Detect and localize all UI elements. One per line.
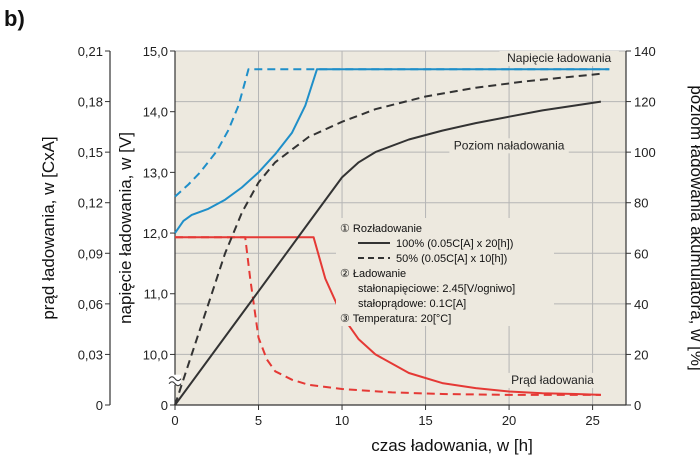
x-tick-label: 10: [335, 413, 349, 428]
current-axis: 0 0,03 0,06 0,09 0,12 0,15 0,18 0,21: [78, 44, 111, 413]
curve-label: Poziom naładowania: [454, 138, 565, 152]
charge-level-tick-label: 100: [634, 145, 656, 160]
charge-level-tick-label: 140: [634, 44, 656, 59]
curve-label: Prąd ładowania: [511, 373, 594, 387]
voltage-tick-label: 0: [161, 398, 168, 413]
current-tick-label: 0,06: [78, 297, 103, 312]
voltage-axis: 0 10,0 11,0 12,0 13,0 14,0 15,0: [143, 44, 182, 413]
current-tick-label: 0,18: [78, 95, 103, 110]
current-tick-label: 0,15: [78, 145, 103, 160]
x-tick-label: 0: [171, 413, 178, 428]
legend-note: stałoprądowe: 0.1C[A]: [358, 298, 466, 310]
charge-level-axis: 0 20 40 60 80 100 120 140: [625, 44, 656, 413]
voltage-tick-label: 11,0: [144, 287, 168, 302]
x-tick-label: 15: [418, 413, 432, 428]
curve-label-backdrop: [449, 138, 569, 154]
curve-label-backdrop: [499, 50, 619, 66]
x-tick-label: 5: [255, 413, 262, 428]
curve-label: Napięcie ładowania: [507, 51, 611, 65]
series-lines: [174, 68, 610, 406]
legend-entry: 100% (0.05C[A] x 20[h]): [396, 238, 513, 250]
axis-break-stroke: [168, 376, 182, 382]
voltage-tick-label: 10,0: [143, 347, 168, 362]
charge-level-tick-label: 60: [634, 246, 648, 261]
current-tick-label: 0: [96, 398, 103, 413]
current-axis-title: prąd ładowania, w [CxA]: [39, 136, 58, 319]
legend-heading: ③ Temperatura: 20[°C]: [340, 313, 451, 325]
panel-label: b): [4, 6, 25, 31]
voltage-dashed-series-line: [174, 68, 610, 198]
x-axis: 0 5 10 15 20 25: [171, 404, 626, 428]
current-tick-label: 0,03: [78, 347, 103, 362]
x-axis-title: czas ładowania, w [h]: [371, 436, 533, 455]
current-tick-label: 0,21: [78, 44, 103, 59]
charge-level-tick-label: 120: [634, 95, 656, 110]
legend: ① Rozładowanie 100% (0.05C[A] x 20[h]) 50%…: [336, 218, 554, 326]
legend-backdrop: [336, 218, 554, 326]
charge-level-tick-label: 40: [634, 297, 648, 312]
voltage-axis-title: napięcie ładowania, w [V]: [116, 132, 135, 324]
legend-heading: ② Ładowanie: [340, 268, 406, 280]
voltage-solid-series-line: [174, 68, 610, 234]
current-solid-series-line: [175, 236, 601, 396]
charge-level-axis-title: poziom ładowania akumulatora, w [%]: [687, 85, 700, 370]
curve-label-backdrop: [505, 372, 600, 388]
x-tick-label: 25: [585, 413, 599, 428]
legend-entry: 50% (0.05C[A] x 10[h]): [396, 253, 507, 265]
curve-labels: Napięcie ładowania Poziom naładowania Prąd…: [449, 50, 619, 388]
voltage-tick-label: 13,0: [143, 165, 168, 180]
current-dashed-series-line: [175, 236, 601, 396]
charge-level-solid-series-line: [174, 100, 602, 406]
axis-break-stroke: [168, 381, 182, 387]
charge-level-tick-label: 0: [634, 398, 641, 413]
voltage-tick-label: 14,0: [143, 105, 168, 120]
axis-break-mark: [168, 374, 182, 387]
current-tick-label: 0,12: [78, 196, 103, 211]
charge-level-tick-label: 80: [634, 196, 648, 211]
current-tick-label: 0,09: [78, 246, 103, 261]
voltage-tick-label: 12,0: [143, 226, 168, 241]
charge-level-dashed-series-line: [174, 72, 601, 406]
legend-heading: ① Rozładowanie: [340, 223, 422, 235]
voltage-tick-label: 15,0: [143, 44, 168, 59]
x-tick-label: 20: [502, 413, 516, 428]
charge-level-tick-label: 20: [634, 347, 648, 362]
axis-break-gap: [169, 374, 181, 385]
legend-note: stałonapięciowe: 2.45[V/ogniwo]: [358, 283, 515, 295]
